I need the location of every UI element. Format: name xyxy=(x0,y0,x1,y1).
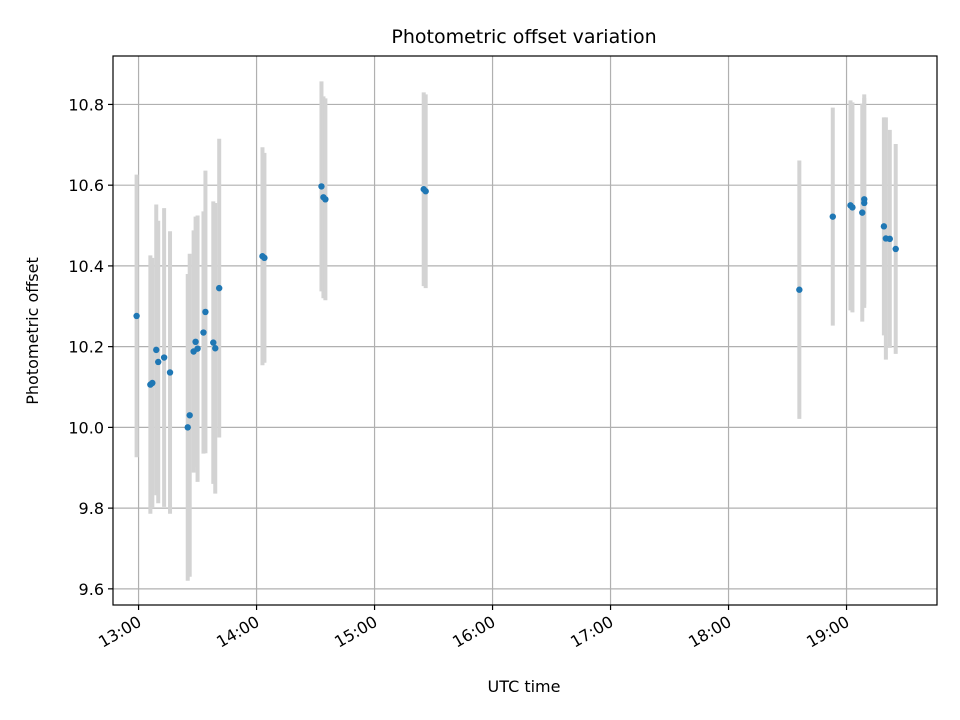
grid-lines xyxy=(113,56,937,605)
x-axis-ticks: 13:00 14:00 15:00 16:00 17:00 18:00 19:00 xyxy=(95,605,853,652)
data-point xyxy=(261,254,268,262)
data-point xyxy=(149,379,156,387)
data-point xyxy=(133,312,140,320)
data-point xyxy=(160,354,168,361)
data-point xyxy=(186,412,193,419)
data-point xyxy=(880,223,888,230)
chart-title: Photometric offset variation xyxy=(391,26,656,48)
y-tick-label: 10.6 xyxy=(68,176,104,195)
data-point xyxy=(796,286,803,293)
y-axis-ticks: 9.6 9.8 10.0 10.2 10.4 10.6 10.8 xyxy=(68,95,113,599)
data-point xyxy=(194,345,201,352)
x-tick-label: 18:00 xyxy=(685,612,734,652)
data-point xyxy=(422,188,429,195)
y-tick-label: 10.2 xyxy=(68,338,104,357)
data-point xyxy=(829,213,836,220)
data-point xyxy=(861,196,868,203)
data-point xyxy=(886,235,894,243)
data-point xyxy=(153,346,160,354)
data-point xyxy=(202,308,209,316)
data-point xyxy=(210,339,217,346)
data-point xyxy=(192,338,199,346)
data-points xyxy=(133,183,899,431)
y-tick-label: 10.0 xyxy=(68,418,104,437)
data-point xyxy=(322,196,329,203)
x-tick-label: 19:00 xyxy=(803,612,852,652)
x-tick-label: 14:00 xyxy=(213,612,262,652)
data-point xyxy=(155,358,162,366)
data-point xyxy=(200,329,207,336)
x-tick-label: 16:00 xyxy=(449,612,498,652)
data-point xyxy=(184,424,191,431)
data-point xyxy=(318,183,325,190)
data-point xyxy=(859,209,866,216)
data-point xyxy=(892,245,899,253)
x-tick-label: 17:00 xyxy=(567,612,616,652)
data-point xyxy=(215,284,223,292)
x-axis-label: UTC time xyxy=(488,677,561,696)
data-point xyxy=(212,345,219,352)
y-tick-label: 9.6 xyxy=(79,580,104,599)
y-tick-label: 9.8 xyxy=(79,499,104,518)
y-axis-label: Photometric offset xyxy=(23,257,42,405)
x-tick-label: 13:00 xyxy=(95,612,144,652)
y-tick-label: 10.8 xyxy=(68,95,104,114)
x-tick-label: 15:00 xyxy=(331,612,380,652)
data-point xyxy=(849,204,856,211)
error-bars xyxy=(134,81,898,581)
plot-area-frame xyxy=(112,55,938,606)
y-tick-label: 10.4 xyxy=(68,257,104,276)
data-point xyxy=(166,369,174,376)
